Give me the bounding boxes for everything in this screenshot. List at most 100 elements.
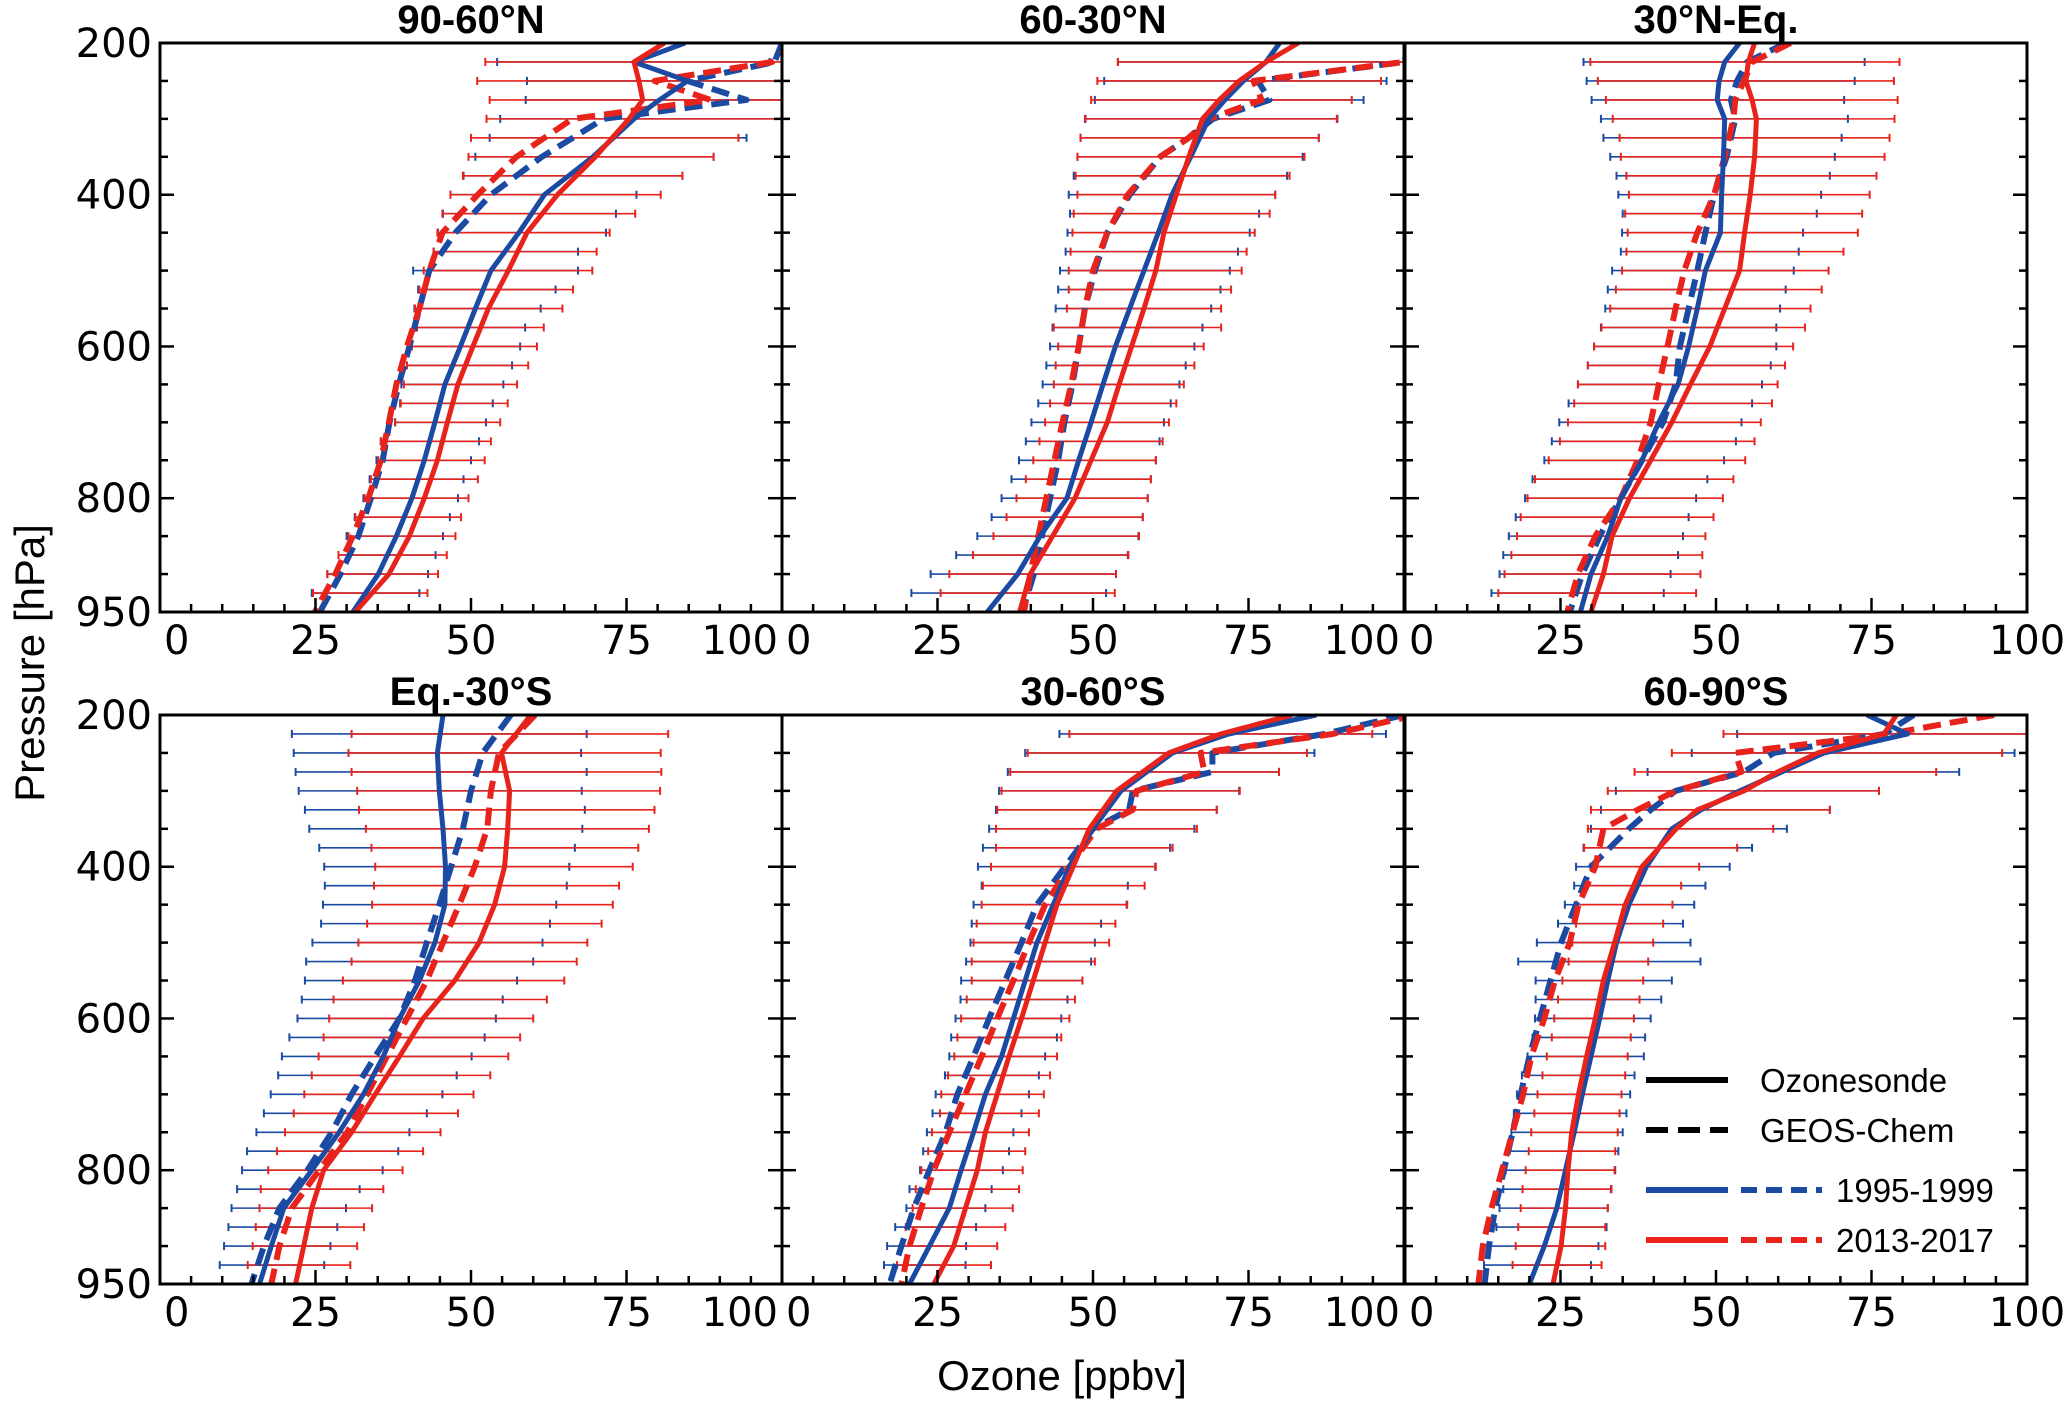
error-bar-2013 bbox=[1032, 456, 1157, 465]
series-sonde-2013-line bbox=[353, 43, 666, 612]
legend-label-1995-1999: 1995-1999 bbox=[1836, 1172, 1994, 1209]
series-gc-1995-line bbox=[886, 715, 1404, 1284]
x-tick-label: 50 bbox=[446, 1290, 497, 1336]
x-tick-label: 50 bbox=[446, 618, 497, 664]
error-bar-2013 bbox=[347, 532, 457, 541]
plot-area bbox=[1475, 715, 2027, 1284]
series-gc-2013-line bbox=[1475, 715, 1995, 1284]
x-tick-label: 100 bbox=[1989, 618, 2065, 664]
panel-5: 30-60°S 0 25 50 75 100 bbox=[780, 670, 1406, 1336]
error-bar-2013 bbox=[379, 437, 492, 446]
x-tick-label: 50 bbox=[1691, 1290, 1742, 1336]
x-tick-label: 25 bbox=[912, 618, 963, 664]
error-bar-2013 bbox=[939, 589, 1116, 598]
series-gc-2013-line bbox=[1564, 43, 1792, 612]
x-tick-label: 100 bbox=[1324, 618, 1400, 664]
panel-6: 60-90°S 0 25 50 75 100 bbox=[1403, 670, 2065, 1336]
error-bar-2013 bbox=[1589, 805, 1831, 814]
series-gc-2013-line bbox=[898, 715, 1404, 1284]
legend-label-geos-chem: GEOS-Chem bbox=[1760, 1112, 1954, 1149]
error-bar-2013 bbox=[1024, 475, 1152, 484]
panels: 90-60°N 0 25 50 75 100 200 400 600 800 950 60-30°N 0… bbox=[76, 0, 2066, 1336]
x-tick-label: 25 bbox=[912, 1290, 963, 1336]
error-bar-2013 bbox=[322, 1033, 522, 1042]
series-gc-1995-line bbox=[1566, 43, 1788, 612]
series-sonde-1995-line bbox=[350, 43, 690, 612]
error-bar-2013 bbox=[1670, 748, 2004, 757]
error-bar-2013 bbox=[1609, 304, 1812, 313]
x-tick-label: 0 bbox=[786, 618, 811, 664]
error-bar-2013 bbox=[284, 1128, 442, 1137]
x-tick-label: 75 bbox=[1846, 618, 1897, 664]
y-tick-label: 200 bbox=[76, 693, 152, 739]
error-bar-2013 bbox=[953, 1052, 1058, 1061]
panel-title: 30°N-Eq. bbox=[1634, 0, 1799, 42]
plot-area bbox=[310, 43, 782, 612]
error-bar-2013 bbox=[1573, 399, 1773, 408]
error-bar-2013 bbox=[992, 532, 1141, 541]
error-bar-2013 bbox=[436, 228, 611, 237]
error-bar-2013 bbox=[292, 1109, 459, 1118]
error-bar-2013 bbox=[1005, 513, 1144, 522]
error-bar-2013 bbox=[372, 881, 621, 890]
error-bar-2013 bbox=[1526, 494, 1724, 503]
series-sonde-2013-line bbox=[931, 715, 1293, 1284]
x-tick-label: 100 bbox=[702, 618, 778, 664]
error-bar-2013 bbox=[914, 1185, 1020, 1194]
x-tick-label: 50 bbox=[1691, 618, 1742, 664]
plot-area bbox=[1490, 43, 1901, 612]
series-gc-2013-line bbox=[312, 49, 782, 612]
error-bar-2013 bbox=[1519, 513, 1715, 522]
error-bar-2013 bbox=[1593, 342, 1795, 351]
x-tick-label: 100 bbox=[1324, 1290, 1400, 1336]
x-tick-label: 100 bbox=[702, 1290, 778, 1336]
y-tick-label: 400 bbox=[76, 173, 152, 219]
error-bar-2013 bbox=[363, 494, 470, 503]
error-bar-2013 bbox=[1586, 824, 1775, 833]
error-bar-2013 bbox=[476, 76, 782, 85]
y-tick-label: 400 bbox=[76, 845, 152, 891]
x-tick-label: 100 bbox=[1989, 1290, 2065, 1336]
plot-area bbox=[910, 43, 1404, 612]
x-tick-label: 0 bbox=[164, 1290, 189, 1336]
error-bar-2013 bbox=[1586, 361, 1787, 370]
panel-3: 30°N-Eq. 0 25 50 75 100 bbox=[1403, 0, 2065, 664]
error-bar-2013 bbox=[972, 938, 1111, 947]
error-bar-2013 bbox=[317, 1052, 510, 1061]
x-axis-label: Ozone [ppbv] bbox=[937, 1352, 1187, 1399]
series-gc-2013-line bbox=[268, 715, 538, 1284]
error-bar-2013 bbox=[377, 456, 486, 465]
series-sonde-1995-line bbox=[1577, 43, 1742, 612]
panel-title: Eq.-30°S bbox=[390, 670, 553, 714]
x-tick-label: 0 bbox=[164, 618, 189, 664]
error-bar-2013 bbox=[1621, 266, 1830, 275]
error-bar-2013 bbox=[470, 133, 740, 142]
series-sonde-2013-line bbox=[1017, 43, 1300, 612]
panel-title: 30-60°S bbox=[1021, 670, 1166, 714]
panel-title: 60-90°S bbox=[1644, 670, 1789, 714]
y-tick-label: 600 bbox=[76, 324, 152, 370]
panel-4: Eq.-30°S 0 25 50 75 100 200 400 600 800 950 bbox=[76, 670, 784, 1336]
error-bar-2013 bbox=[904, 1223, 1007, 1232]
error-bar-2013 bbox=[328, 1014, 535, 1023]
series-sonde-1995-line bbox=[985, 43, 1282, 612]
error-bar-2013 bbox=[488, 95, 782, 104]
series-gc-2013-line bbox=[1021, 56, 1404, 612]
x-tick-label: 25 bbox=[1535, 1290, 1586, 1336]
x-tick-label: 75 bbox=[601, 1290, 652, 1336]
error-bar-2013 bbox=[920, 1166, 1024, 1175]
x-tick-label: 0 bbox=[786, 1290, 811, 1336]
panel-title: 60-30°N bbox=[1019, 0, 1166, 42]
error-bar-2013 bbox=[337, 551, 448, 560]
error-bar-2013 bbox=[350, 729, 670, 738]
x-tick-label: 75 bbox=[1846, 1290, 1897, 1336]
y-tick-label: 800 bbox=[76, 476, 152, 522]
x-tick-label: 25 bbox=[290, 618, 341, 664]
error-bar-2013 bbox=[900, 1242, 999, 1251]
error-bar-2013 bbox=[1600, 323, 1806, 332]
x-tick-label: 75 bbox=[1223, 618, 1274, 664]
error-bar-2013 bbox=[1625, 247, 1845, 256]
series-sonde-2013-line bbox=[293, 715, 533, 1284]
error-bar-2013 bbox=[1547, 456, 1747, 465]
